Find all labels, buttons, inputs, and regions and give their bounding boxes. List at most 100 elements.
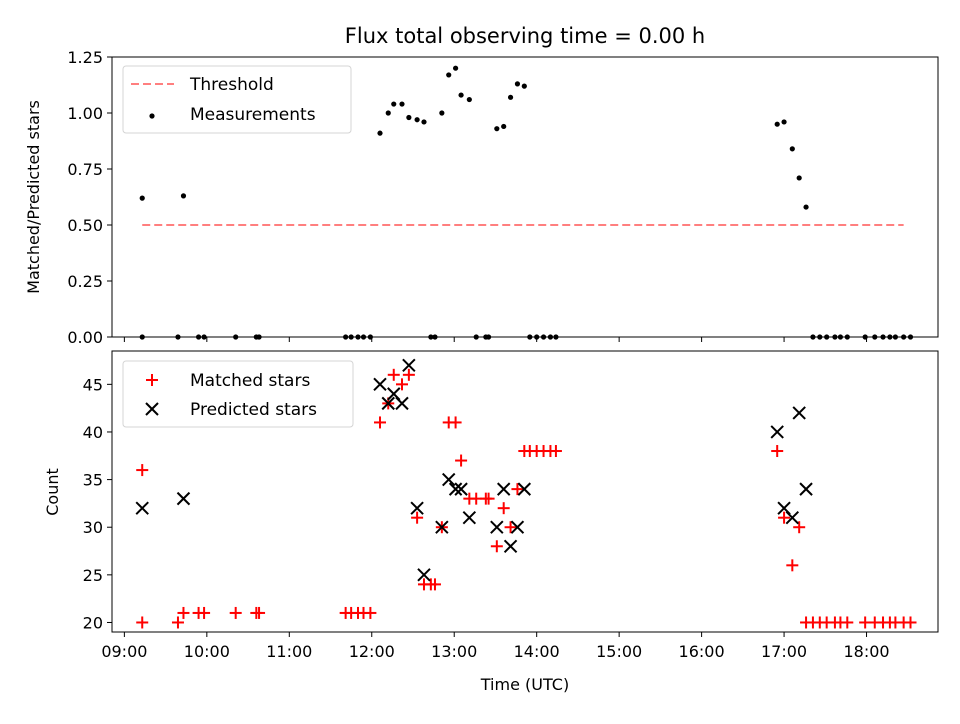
bottom-y-tick-label: 20 <box>83 613 103 632</box>
bottom-y-tick-label: 35 <box>83 471 103 490</box>
measurement-point <box>458 92 464 98</box>
predicted-star-point <box>785 510 800 525</box>
measurement-point <box>406 114 412 121</box>
chart-title: Flux total observing time = 0.00 h <box>345 24 705 48</box>
matched-star-point <box>387 368 400 381</box>
matched-star-point <box>511 483 524 496</box>
predicted-star-point <box>442 472 456 487</box>
matched-star-point <box>449 416 462 429</box>
x-tick-label: 11:00 <box>266 642 312 661</box>
matched-star-point <box>841 616 854 629</box>
matched-star-point <box>364 606 377 619</box>
matched-legend-label: Matched stars <box>190 371 310 391</box>
matched-star-point <box>497 502 510 515</box>
predicted-star-point <box>510 520 525 534</box>
predicted-star-point <box>417 568 431 582</box>
predicted-star-point <box>770 425 784 439</box>
predicted-star-point <box>792 406 806 420</box>
matched-star-point <box>411 511 424 524</box>
matched-star-point <box>504 521 517 534</box>
measurement-point <box>514 81 521 87</box>
matched-star-point <box>229 606 242 619</box>
bottom-y-tick-label: 30 <box>83 518 103 537</box>
measurement-point <box>803 204 809 210</box>
count-series <box>135 358 917 629</box>
measurement-point <box>494 126 500 132</box>
predicted-star-point <box>448 482 463 496</box>
measurement-point <box>774 121 780 127</box>
matched-legend-swatch <box>146 374 158 386</box>
matched-star-point <box>482 492 495 505</box>
measurement-point <box>789 146 795 152</box>
matched-star-point <box>549 445 562 458</box>
matched-star-point <box>904 616 917 629</box>
matched-star-point <box>177 606 190 619</box>
top-legend-box <box>122 65 352 134</box>
bottom-legend: Matched stars Predicted stars <box>122 360 354 428</box>
x-tick-label: 17:00 <box>761 642 807 661</box>
matched-star-point <box>771 445 784 458</box>
top-y-axis-label: Matched/Predicted stars <box>24 100 43 294</box>
predicted-star-point <box>176 491 191 506</box>
measurement-point <box>385 110 391 116</box>
measurement-point <box>507 94 514 100</box>
x-tick-label: 12:00 <box>349 642 395 661</box>
bottom-y-tick-label: 25 <box>83 566 103 585</box>
x-tick-label: 09:00 <box>101 642 147 661</box>
top-y-tick-label: 1.00 <box>67 104 103 123</box>
matched-star-point <box>402 368 415 381</box>
measurement-point <box>139 195 145 201</box>
matched-star-point <box>136 616 149 629</box>
measurement-point <box>180 193 187 199</box>
matched-star-point <box>778 511 791 524</box>
x-tick-label: 14:00 <box>514 642 560 661</box>
x-tick-label: 18:00 <box>843 642 889 661</box>
predicted-star-point <box>454 482 468 496</box>
x-tick-label: 15:00 <box>596 642 642 661</box>
bottom-y-axis-label: Count <box>43 468 62 516</box>
measurement-point <box>781 119 787 125</box>
threshold-legend-label: Threshold <box>189 75 274 95</box>
measurement-point <box>421 119 427 125</box>
predicted-legend-swatch <box>145 402 159 416</box>
ratio-panel: Flux total observing time = 0.00 h 0.000… <box>24 24 939 347</box>
bottom-axes-frame <box>111 350 939 633</box>
bottom-y-tick-label: 45 <box>83 375 103 394</box>
measurement-point <box>391 101 397 107</box>
top-y-tick-label: 0.50 <box>67 216 103 235</box>
measurements-legend-label: Measurements <box>190 105 316 125</box>
predicted-star-point <box>410 501 424 515</box>
predicted-star-point <box>435 520 449 534</box>
matched-star-point <box>136 464 149 477</box>
matched-star-point <box>793 521 806 534</box>
top-ticks: 0.00 0.25 0.50 0.75 1.00 1.25 <box>67 48 868 347</box>
matched-star-point <box>374 416 387 429</box>
predicted-legend-label: Predicted stars <box>190 400 317 420</box>
predicted-star-point <box>517 482 532 496</box>
measurement-point <box>466 96 472 103</box>
x-axis-label: Time (UTC) <box>480 675 569 694</box>
measurement-point <box>796 175 802 181</box>
bottom-legend-box <box>122 360 354 428</box>
matched-star-point <box>253 606 266 619</box>
predicted-star-point <box>490 520 504 534</box>
predicted-star-point <box>462 510 477 525</box>
bottom-ticks: 20 25 30 35 40 45 09:00 10:00 11:00 12:00 13:00 14:… <box>83 375 890 661</box>
measurement-point <box>501 123 507 130</box>
measurement-point <box>439 110 445 116</box>
top-y-tick-label: 1.25 <box>67 48 103 67</box>
top-y-tick-label: 0.25 <box>67 272 103 291</box>
x-tick-label: 13:00 <box>431 642 477 661</box>
matched-star-point <box>490 540 503 553</box>
matched-star-point <box>786 559 799 572</box>
measurement-point <box>414 117 420 123</box>
matched-star-point <box>171 616 184 629</box>
top-y-tick-label: 0.75 <box>67 160 103 179</box>
top-y-tick-label: 0.00 <box>67 328 103 347</box>
x-tick-label: 16:00 <box>679 642 725 661</box>
bottom-y-tick-label: 40 <box>83 423 103 442</box>
matched-star-point <box>198 606 211 619</box>
top-axes-frame <box>111 56 939 338</box>
